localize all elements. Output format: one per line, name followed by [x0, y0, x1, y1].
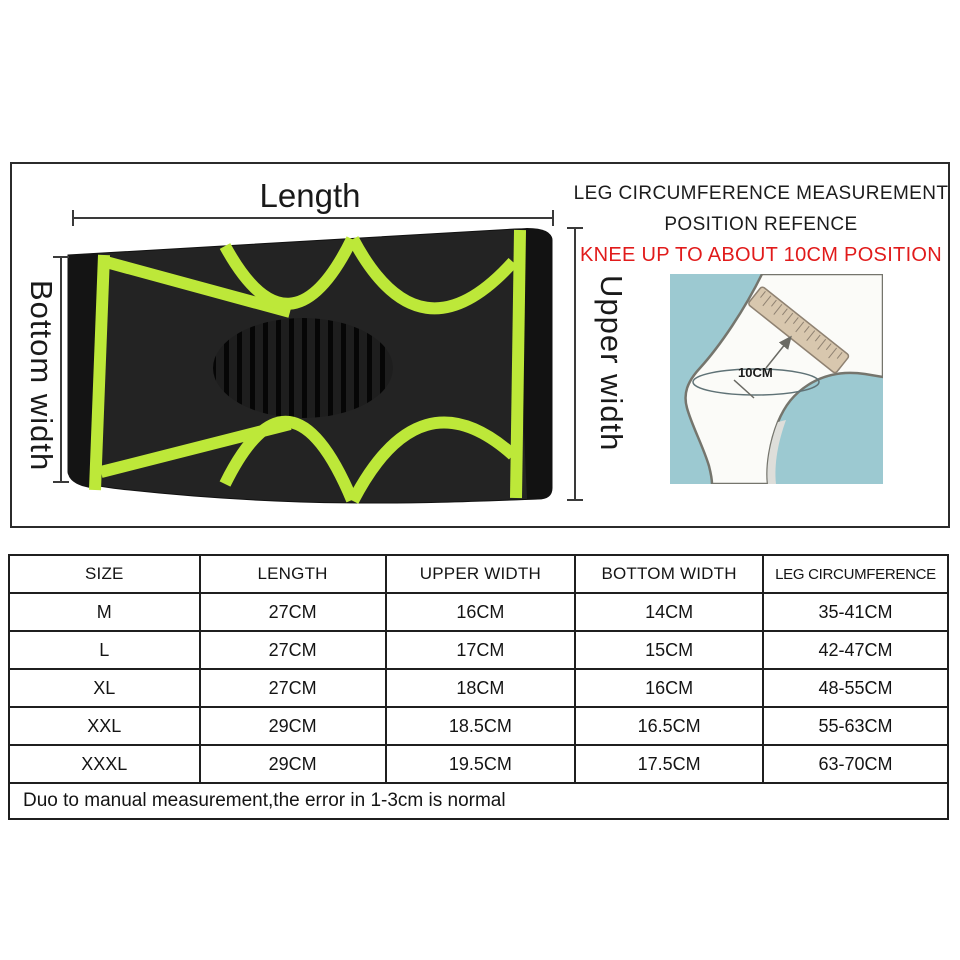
leg-circumference-panel: LEG CIRCUMFERENCE MEASUREMENT POSITION R…: [572, 178, 950, 271]
panel-title-line2: POSITION REFENCE: [664, 214, 858, 235]
header-size: SIZE: [8, 554, 201, 594]
measuring-tape-band: [748, 286, 850, 374]
cell-leg-circumference: 63-70CM: [762, 744, 949, 784]
size-table: SIZE LENGTH UPPER WIDTH BOTTOM WIDTH LEG…: [8, 554, 949, 820]
cell-size: XL: [8, 668, 201, 708]
measurement-note: Duo to manual measurement,the error in 1…: [8, 782, 949, 820]
cell-length: 27CM: [198, 592, 387, 632]
header-leg-circumference: LEG CIRCUMFERENCE: [762, 554, 949, 594]
leader-line: [733, 379, 755, 399]
table-row: XXL 29CM 18.5CM 16.5CM 55-63CM: [8, 706, 949, 746]
table-note-row: Duo to manual measurement,the error in 1…: [8, 782, 949, 820]
panel-highlight-text: KNEE UP TO ABOUT 10CM POSITION: [579, 244, 943, 266]
leg-shading: [767, 420, 786, 484]
cell-bottom-width: 16.5CM: [574, 706, 764, 746]
bottom-width-dimension-label: Bottom width: [24, 280, 59, 472]
dimension-lines: [53, 210, 583, 501]
panel-title-line1: LEG CIRCUMFERENCE MEASUREMENT: [573, 183, 949, 204]
ten-cm-label: 10CM: [738, 365, 773, 380]
leg-outline: [684, 274, 883, 484]
cell-leg-circumference: 48-55CM: [762, 668, 949, 708]
header-upper-width: UPPER WIDTH: [384, 554, 577, 594]
cell-upper-width: 16CM: [384, 592, 577, 632]
cell-bottom-width: 14CM: [574, 592, 764, 632]
table-row: XXXL 29CM 19.5CM 17.5CM 63-70CM: [8, 744, 949, 784]
cell-upper-width: 18.5CM: [384, 706, 577, 746]
cell-upper-width: 18CM: [384, 668, 577, 708]
leg-measurement-illustration: 10CM: [670, 274, 883, 484]
knee-sleeve-diagram: [53, 210, 583, 504]
table-row: XL 27CM 18CM 16CM 48-55CM: [8, 668, 949, 708]
cell-upper-width: 17CM: [384, 630, 577, 670]
table-header-row: SIZE LENGTH UPPER WIDTH BOTTOM WIDTH LEG…: [8, 554, 949, 594]
table-row: M 27CM 16CM 14CM 35-41CM: [8, 592, 949, 632]
cell-upper-width: 19.5CM: [384, 744, 577, 784]
header-length: LENGTH: [198, 554, 387, 594]
cell-length: 27CM: [198, 668, 387, 708]
green-stripes: [89, 229, 526, 504]
cell-length: 29CM: [198, 744, 387, 784]
cell-bottom-width: 15CM: [574, 630, 764, 670]
cell-leg-circumference: 35-41CM: [762, 592, 949, 632]
cell-bottom-width: 17.5CM: [574, 744, 764, 784]
cell-size: XXL: [8, 706, 201, 746]
cell-leg-circumference: 55-63CM: [762, 706, 949, 746]
knee-circumference-ellipse: [692, 368, 820, 396]
distance-arrow: [765, 335, 792, 369]
header-bottom-width: BOTTOM WIDTH: [574, 554, 764, 594]
table-row: L 27CM 17CM 15CM 42-47CM: [8, 630, 949, 670]
cell-size: XXXL: [8, 744, 201, 784]
cell-size: M: [8, 592, 201, 632]
cell-length: 29CM: [198, 706, 387, 746]
cell-size: L: [8, 630, 201, 670]
knee-sleeve-graphic: [67, 228, 553, 504]
upper-width-dimension-label: Upper width: [594, 274, 629, 452]
cell-leg-circumference: 42-47CM: [762, 630, 949, 670]
cell-length: 27CM: [198, 630, 387, 670]
length-dimension-label: Length: [259, 177, 361, 214]
cell-bottom-width: 16CM: [574, 668, 764, 708]
measurement-figure-box: Length Bottom width Upper width LEG CIRC…: [10, 162, 950, 528]
